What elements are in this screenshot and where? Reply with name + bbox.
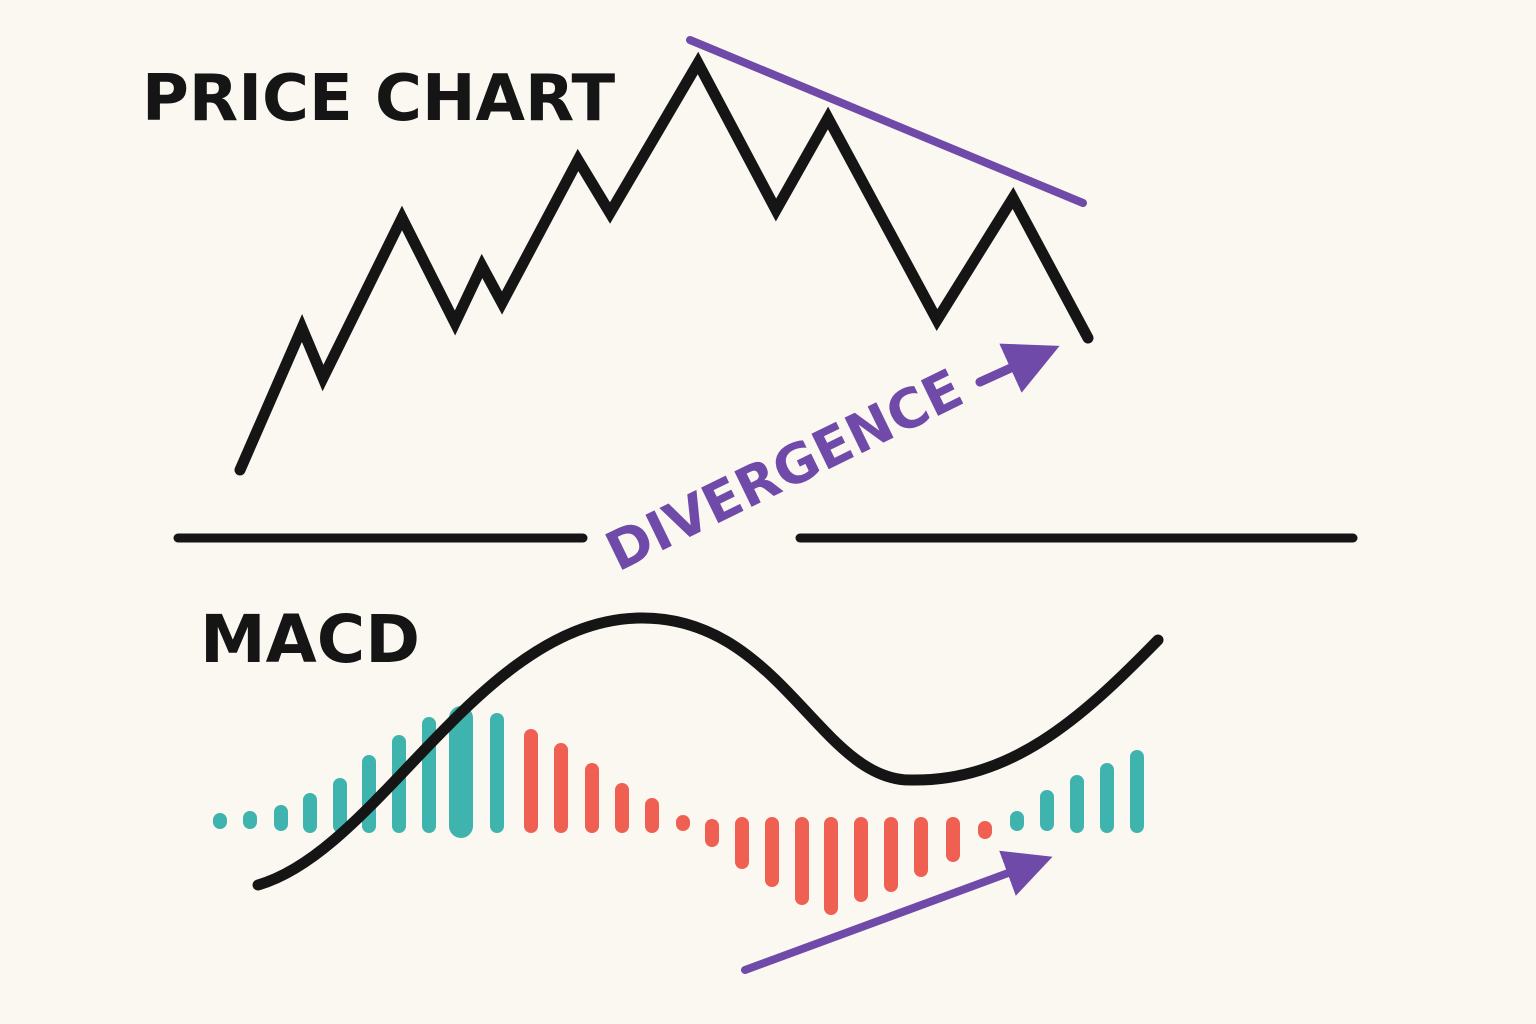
price-trendline bbox=[686, 36, 1087, 207]
macd-label: MACD bbox=[200, 601, 420, 678]
divergence-arrow bbox=[975, 343, 1060, 393]
macd-trend-arrow bbox=[741, 850, 1053, 974]
price-line bbox=[234, 51, 1094, 476]
price-chart-label: PRICE CHART bbox=[142, 62, 615, 136]
macd-line bbox=[252, 612, 1164, 891]
